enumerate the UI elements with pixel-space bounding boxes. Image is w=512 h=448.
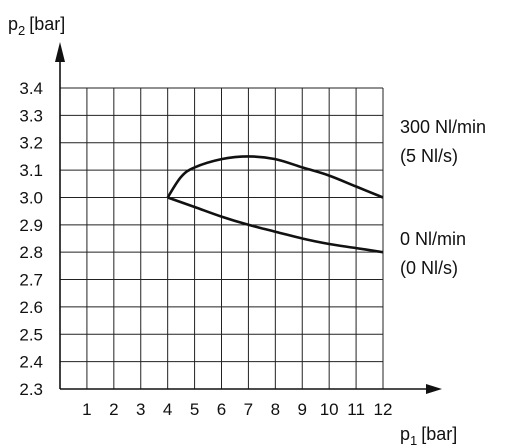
y-axis-arrow xyxy=(55,42,65,62)
y-tick-label: 3.2 xyxy=(19,134,43,153)
series-line-2 xyxy=(167,196,384,254)
y-tick-label: 2.4 xyxy=(19,353,43,372)
x-tick-label: 2 xyxy=(109,400,118,419)
series-1-label-line1: 300 Nl/min xyxy=(400,117,486,137)
x-tick-label: 12 xyxy=(374,400,393,419)
x-axis-label-subscript: 1 xyxy=(410,433,417,448)
series-line-1 xyxy=(166,155,384,199)
y-axis-label-subscript: 2 xyxy=(18,23,25,38)
y-tick-label: 3.3 xyxy=(19,106,43,125)
series-2-label-line1: 0 Nl/min xyxy=(400,229,466,249)
series-group xyxy=(166,155,384,254)
x-tick-label: 6 xyxy=(217,400,226,419)
x-tick-label: 4 xyxy=(163,400,172,419)
y-tick-label: 3.1 xyxy=(19,161,43,180)
x-tick-label: 8 xyxy=(271,400,280,419)
x-axis-arrow xyxy=(426,384,442,394)
x-axis-label-unit: [bar] xyxy=(421,424,457,444)
y-tick-label: 2.9 xyxy=(19,216,43,235)
y-axis-label: p2 [bar] xyxy=(8,14,65,38)
y-tick-label: 2.3 xyxy=(19,380,43,399)
x-tick-label: 5 xyxy=(190,400,199,419)
y-tick-label: 2.5 xyxy=(19,325,43,344)
axes xyxy=(55,42,442,394)
x-axis-label: p1 [bar] xyxy=(400,424,457,448)
y-tick-label: 2.7 xyxy=(19,271,43,290)
y-tick-label: 3.4 xyxy=(19,79,43,98)
x-tick-label: 10 xyxy=(320,400,339,419)
x-tick-label: 1 xyxy=(82,400,91,419)
x-tick-label: 11 xyxy=(347,400,365,419)
grid xyxy=(60,87,384,389)
series-1-label-line2: (5 Nl/s) xyxy=(400,146,458,166)
x-tick-label: 9 xyxy=(298,400,307,419)
y-tick-label: 2.6 xyxy=(19,298,43,317)
y-tick-label: 3.0 xyxy=(19,188,43,207)
y-tick-label: 2.8 xyxy=(19,243,43,262)
x-tick-label: 7 xyxy=(244,400,253,419)
y-axis-label-unit: [bar] xyxy=(29,14,65,34)
series-2-label-line2: (0 Nl/s) xyxy=(400,258,458,278)
x-tick-label: 3 xyxy=(136,400,145,419)
tick-labels: 2.32.42.52.62.72.82.93.03.13.23.33.41 2 3 4… xyxy=(19,79,392,419)
